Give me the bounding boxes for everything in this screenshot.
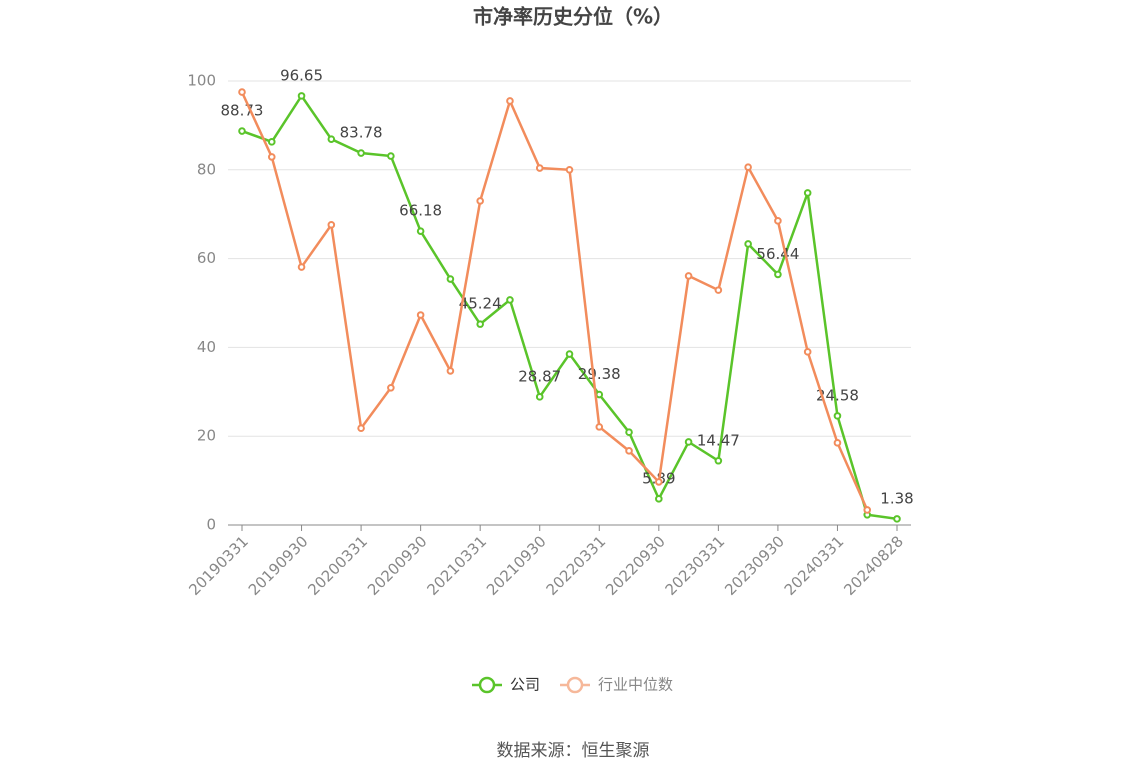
series-line [240, 91, 869, 511]
point [297, 92, 306, 100]
point [803, 348, 812, 356]
point [267, 138, 276, 146]
point [565, 166, 574, 174]
point [625, 428, 633, 437]
legend-marker [566, 676, 584, 694]
data-label: 14.47 [697, 431, 740, 449]
data-label: 66.18 [399, 202, 442, 220]
legend-label: 公司 [510, 676, 540, 694]
data-label: 1.38 [880, 489, 913, 507]
x-tick-label: 20230930 [721, 532, 788, 599]
x-tick-label: 20190331 [185, 532, 252, 599]
point [684, 438, 693, 446]
x-tick-label: 20200331 [304, 532, 371, 599]
y-tick-label: 60 [197, 249, 216, 267]
point [625, 447, 633, 455]
legend-item: 公司 [472, 676, 540, 694]
data-label: 28.87 [518, 367, 561, 385]
point [744, 240, 752, 248]
x-tick-label: 20220930 [602, 532, 669, 599]
legend-label: 行业中位数 [598, 676, 673, 694]
data-label: 96.65 [280, 66, 323, 84]
point [238, 88, 246, 96]
point [446, 367, 455, 375]
point [387, 384, 395, 392]
data-label: 24.58 [816, 386, 859, 404]
x-tick-label: 20240331 [781, 532, 848, 599]
point [387, 152, 395, 160]
point [863, 506, 872, 514]
y-tick-label: 40 [197, 338, 216, 356]
point [595, 423, 604, 431]
point [238, 127, 246, 135]
x-tick-label: 20200930 [364, 532, 431, 599]
x-tick-label: 20230331 [662, 532, 729, 599]
data-label: 83.78 [340, 124, 383, 142]
point [506, 97, 514, 105]
point [655, 478, 663, 486]
point [535, 393, 544, 401]
point [476, 320, 484, 328]
legend-item: 行业中位数 [560, 676, 673, 694]
point [327, 221, 336, 229]
y-tick-label: 80 [197, 160, 216, 178]
source: 数据来源：恒生聚源 [497, 741, 650, 761]
point [565, 350, 574, 358]
data-label: 56.44 [756, 245, 799, 263]
point [416, 227, 425, 235]
point [714, 456, 723, 465]
point [267, 153, 276, 161]
chart-title: 市净率历史分位（%） [473, 5, 673, 29]
point [833, 412, 842, 420]
point [357, 149, 365, 157]
point [744, 163, 752, 171]
point [893, 515, 901, 523]
y-tick-label: 0 [206, 516, 216, 534]
point [774, 270, 782, 279]
x-tick-label: 20220331 [543, 532, 610, 599]
point [774, 217, 782, 225]
x-tick-label: 20240828 [840, 532, 907, 599]
point [416, 311, 425, 319]
point [535, 164, 544, 172]
point [327, 135, 336, 143]
point [833, 439, 842, 447]
point [595, 390, 604, 399]
point [357, 424, 365, 433]
point [297, 263, 306, 271]
x-tick-label: 20210331 [423, 532, 490, 599]
point [655, 495, 663, 503]
point [714, 286, 723, 294]
data-label: 88.73 [221, 102, 264, 120]
legend-marker [478, 676, 496, 694]
y-tick-label: 20 [197, 427, 216, 445]
x-tick-label: 20190930 [245, 532, 312, 599]
x-tick-label: 20210930 [483, 532, 550, 599]
point [506, 296, 514, 304]
point [446, 275, 455, 283]
point [684, 272, 693, 280]
data-label: 29.38 [578, 365, 621, 383]
point [803, 189, 812, 197]
data-label: 45.24 [459, 295, 502, 313]
y-tick-label: 100 [187, 72, 216, 90]
point [476, 197, 484, 205]
